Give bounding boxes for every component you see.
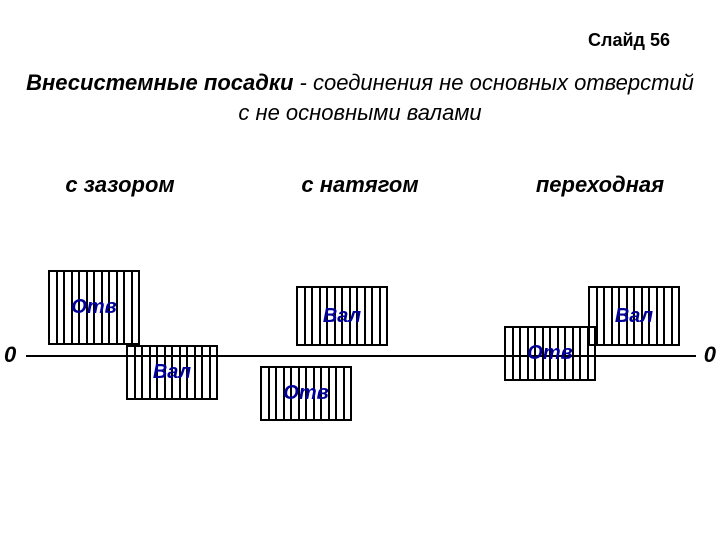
zero-label-right: 0 <box>704 342 716 368</box>
zero-label-left: 0 <box>4 342 16 368</box>
box-label-hole: Отв <box>506 328 594 379</box>
subtitle-interference: с натягом <box>240 172 480 198</box>
tolerance-box-g2-hole: Отв <box>260 366 352 421</box>
tolerance-diagram: 0 0 ОтвВалВалОтвОтвВал <box>0 230 720 430</box>
title-rest: - соединения не основных отверстий с не … <box>238 70 694 125</box>
tolerance-box-g1-hole: Отв <box>48 270 140 345</box>
subtitle-row: с зазором с натягом переходная <box>0 172 720 198</box>
box-label-shaft: Вал <box>298 288 386 344</box>
tolerance-box-g3-hole: Отв <box>504 326 596 381</box>
box-label-hole: Отв <box>262 368 350 419</box>
zero-line-1 <box>232 355 466 357</box>
subtitle-clearance: с зазором <box>0 172 240 198</box>
slide-title: Внесистемные посадки - соединения не осн… <box>0 68 720 127</box>
tolerance-box-g2-shaft: Вал <box>296 286 388 346</box>
title-bold: Внесистемные посадки <box>26 70 293 95</box>
box-label-hole: Отв <box>50 272 138 343</box>
box-label-shaft: Вал <box>128 347 216 398</box>
tolerance-box-g1-shaft: Вал <box>126 345 218 400</box>
subtitle-transition: переходная <box>480 172 720 198</box>
box-label-shaft: Вал <box>590 288 678 344</box>
tolerance-box-g3-shaft: Вал <box>588 286 680 346</box>
slide-number: Слайд 56 <box>588 30 670 51</box>
